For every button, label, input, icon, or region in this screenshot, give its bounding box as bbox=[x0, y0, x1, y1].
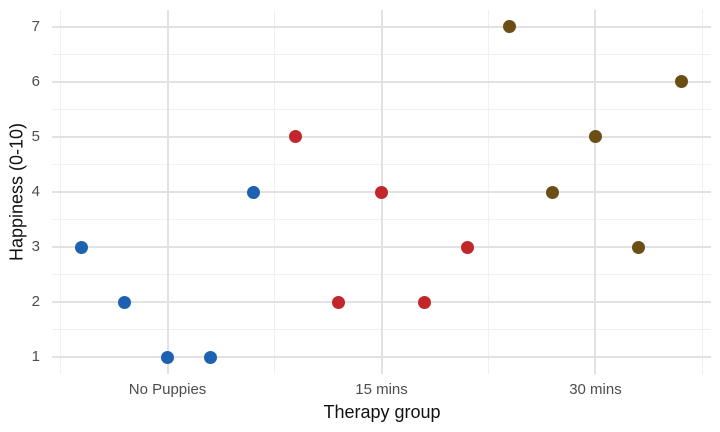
y-tick-label: 6 bbox=[31, 72, 40, 90]
y-tick-label: 5 bbox=[31, 127, 40, 145]
x-axis-title: Therapy group bbox=[323, 402, 441, 422]
data-point-no-puppies bbox=[118, 295, 132, 309]
data-point-30-mins bbox=[674, 75, 688, 89]
data-point-30-mins bbox=[546, 185, 560, 199]
data-point-no-puppies bbox=[246, 185, 260, 199]
y-tick-label: 1 bbox=[31, 348, 40, 366]
data-point-15-mins bbox=[332, 295, 346, 309]
data-point-30-mins bbox=[588, 130, 602, 144]
y-tick-label: 4 bbox=[31, 183, 40, 200]
data-point-15-mins bbox=[375, 185, 388, 199]
x-tick-label: 15 mins bbox=[355, 381, 408, 398]
x-major-gridline bbox=[166, 10, 169, 374]
y-tick-label: 3 bbox=[31, 238, 40, 256]
x-tick-label: 30 mins bbox=[569, 381, 622, 398]
data-point-no-puppies bbox=[203, 350, 217, 364]
y-tick-label: 7 bbox=[31, 17, 40, 35]
data-point-30-mins bbox=[503, 20, 517, 34]
x-tick-label: No Puppies bbox=[128, 381, 207, 398]
data-point-15-mins bbox=[289, 130, 303, 144]
data-point-no-puppies bbox=[161, 350, 175, 364]
y-tick-label: 2 bbox=[31, 293, 40, 311]
x-major-gridline bbox=[594, 10, 597, 374]
data-point-no-puppies bbox=[75, 240, 89, 254]
data-point-15-mins bbox=[417, 295, 431, 309]
data-point-15-mins bbox=[460, 240, 474, 254]
data-point-30-mins bbox=[631, 240, 645, 254]
